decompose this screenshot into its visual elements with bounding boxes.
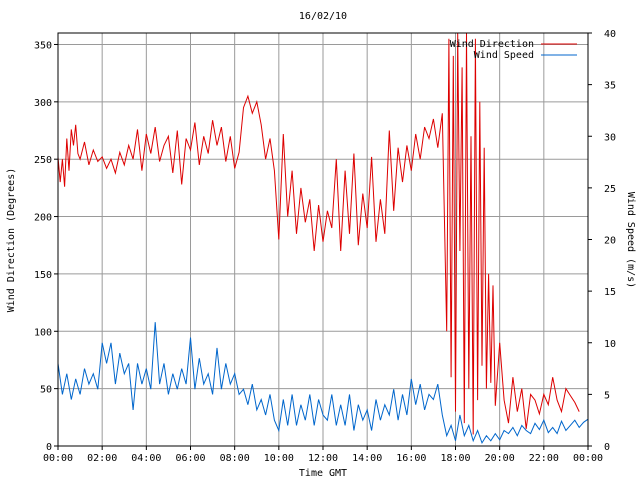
x-tick-label: 06:00	[175, 453, 205, 464]
wind-direction-line	[57, 32, 580, 435]
right-axis-ticks: 0 5 10 15 20 25 30 35 40	[588, 29, 616, 453]
left-tick-label: 0	[46, 442, 52, 453]
wind-speed-line	[57, 322, 589, 445]
right-tick-label: 5	[604, 390, 610, 401]
chart-title: 16/02/10	[299, 11, 347, 22]
right-tick-label: 15	[604, 287, 616, 298]
right-tick-label: 30	[604, 132, 616, 143]
x-tick-label: 18:00	[440, 453, 470, 464]
left-tick-label: 100	[34, 327, 52, 338]
x-tick-label: 22:00	[529, 453, 559, 464]
right-tick-label: 20	[604, 236, 616, 247]
x-tick-label: 12:00	[308, 453, 338, 464]
x-tick-label: 14:00	[352, 453, 382, 464]
left-axis-ticks: 0 50 100 150 200 250 300 350	[34, 40, 58, 453]
x-tick-label: 02:00	[87, 453, 117, 464]
x-tick-label: 08:00	[220, 453, 250, 464]
x-tick-label: 20:00	[485, 453, 515, 464]
right-tick-label: 25	[604, 184, 616, 195]
right-tick-label: 35	[604, 81, 616, 92]
chart-series-layer	[57, 32, 589, 445]
x-tick-label: 00:00	[573, 453, 603, 464]
right-tick-label: 10	[604, 339, 616, 350]
left-axis-label: Wind Direction (Degrees)	[6, 168, 17, 313]
x-axis-label: Time GMT	[299, 468, 347, 479]
x-tick-label: 04:00	[131, 453, 161, 464]
left-tick-label: 250	[34, 155, 52, 166]
left-tick-label: 150	[34, 270, 52, 281]
right-tick-label: 0	[604, 442, 610, 453]
right-tick-label: 40	[604, 29, 616, 40]
x-tick-label: 10:00	[264, 453, 294, 464]
left-tick-label: 350	[34, 40, 52, 51]
legend-label: Wind Direction	[450, 39, 534, 50]
x-tick-label: 16:00	[396, 453, 426, 464]
x-tick-label: 00:00	[43, 453, 73, 464]
x-axis-ticks: 00:00 02:00 04:00 06:00 08:00 10:00 12:00 14:00…	[43, 446, 603, 464]
right-axis-label: Wind Speed (m/s)	[625, 192, 636, 288]
left-tick-label: 200	[34, 213, 52, 224]
left-tick-label: 300	[34, 98, 52, 109]
left-tick-label: 50	[40, 385, 52, 396]
legend-label: Wind Speed	[474, 50, 534, 61]
